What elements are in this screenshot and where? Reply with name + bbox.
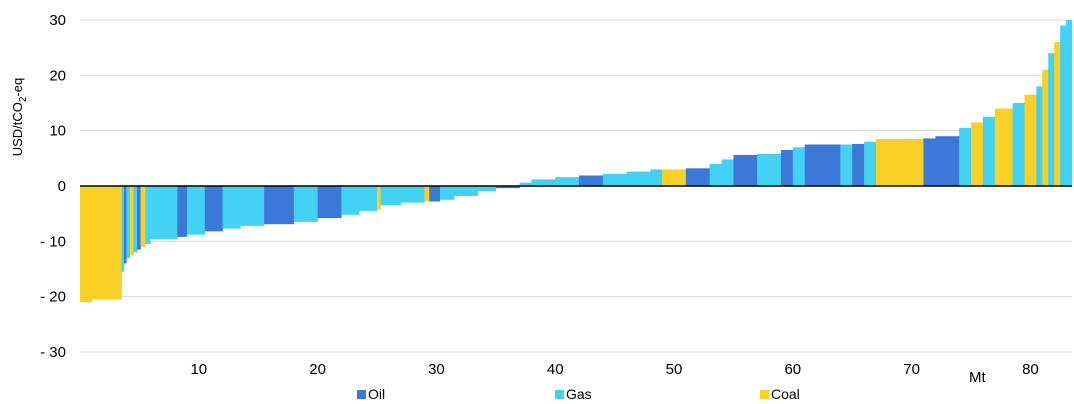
bar-gas (1060, 25, 1067, 187)
bar-gas (864, 141, 877, 186)
legend-item-coal: Coal (760, 386, 800, 402)
bar-coal (377, 186, 381, 210)
bar-gas (531, 179, 556, 186)
bar-oil (137, 186, 141, 250)
gridlines (80, 19, 1072, 353)
legend: Oil Gas Coal (0, 386, 1074, 404)
bar-oil (935, 136, 960, 186)
bar-oil (804, 144, 841, 186)
bar-gas (380, 186, 402, 206)
bar-coal (129, 186, 134, 256)
x-tick-label: 30 (428, 361, 445, 378)
bar-coal (994, 108, 1013, 186)
x-tick-label: 70 (903, 361, 920, 378)
bar-oil (264, 186, 295, 225)
bar-coal (875, 138, 924, 186)
bar-gas (626, 171, 651, 186)
bar-oil (852, 143, 865, 186)
x-tick-label: 50 (666, 361, 683, 378)
bar-gas (1012, 103, 1025, 186)
bar-gas (186, 186, 206, 235)
bar-oil (317, 186, 342, 219)
bar-gas (982, 116, 996, 186)
bar-coal (1024, 94, 1037, 186)
legend-item-oil: Oil (357, 386, 385, 402)
bar-gas (126, 186, 131, 258)
y-tick-label: 0 (58, 178, 66, 195)
bar-gas (150, 186, 178, 240)
legend-swatch (357, 389, 366, 399)
bar-oil (923, 138, 936, 186)
y-tick-label: - 10 (40, 233, 66, 250)
bar-coal (1054, 42, 1061, 187)
bar-gas (1066, 20, 1073, 186)
bar-coal (80, 186, 93, 303)
x-tick-label: 10 (190, 361, 207, 378)
bar-gas (439, 186, 455, 200)
bar-oil (578, 175, 604, 186)
bar-gas (293, 186, 318, 222)
bar-gas (133, 186, 138, 253)
bar-oil (429, 186, 441, 202)
bar-gas (145, 186, 151, 245)
legend-swatch (760, 389, 769, 399)
bar-gas (721, 159, 734, 186)
bar-coal (1042, 69, 1049, 186)
x-tick-label: 80 (1022, 361, 1039, 378)
bar-gas (359, 186, 378, 211)
y-tick-labels: 30 20 10 0 - 10 - 20 - 30 (40, 12, 66, 361)
bar-oil (123, 186, 127, 264)
legend-item-gas: Gas (555, 386, 592, 402)
bar-oil (495, 186, 520, 189)
y-tick-label: 10 (49, 123, 66, 140)
bar-gas (341, 186, 360, 215)
bar-gas (477, 186, 497, 191)
y-tick-label: - 20 (40, 289, 66, 306)
bar-gas (959, 127, 972, 186)
x-tick-label: 40 (547, 361, 564, 378)
bar-gas (757, 153, 782, 186)
bar-gas (555, 177, 580, 186)
x-tick-label: 20 (309, 361, 326, 378)
y-tick-label: 30 (49, 12, 66, 29)
bar-gas (1048, 53, 1055, 187)
x-tick-labels: 10 20 30 40 50 60 70 80 (190, 361, 1038, 378)
bar-gas (1036, 86, 1043, 186)
x-tick-label: 60 (784, 361, 801, 378)
bar-gas (240, 186, 265, 226)
y-tick-label: - 30 (40, 344, 66, 361)
bar-gas (519, 182, 532, 186)
legend-label: Gas (566, 386, 592, 402)
bar-oil (780, 150, 794, 186)
y-tick-label: 20 (49, 67, 66, 84)
legend-label: Oil (368, 386, 386, 402)
bar-coal (424, 186, 430, 202)
bar-gas (222, 186, 241, 229)
bar-coal (662, 169, 687, 186)
bar-gas (602, 173, 627, 186)
bar-gas (400, 186, 425, 203)
legend-swatch (555, 389, 564, 399)
bar-gas (121, 186, 125, 272)
bar-coal (971, 122, 984, 186)
bar-oil (177, 186, 188, 237)
bars (80, 20, 1073, 303)
y-axis-label: USD/tCO2-eq (10, 78, 29, 157)
x-axis-label: Mt (969, 369, 986, 386)
bar-coal (91, 186, 122, 300)
bar-oil (733, 155, 758, 186)
bar-oil (204, 186, 223, 232)
bar-gas (792, 147, 805, 186)
legend-label: Coal (771, 386, 800, 402)
bar-coal (140, 186, 146, 247)
bar-gas (454, 186, 479, 196)
bar-gas (650, 169, 663, 186)
bar-gas (840, 144, 853, 186)
bar-oil (685, 168, 710, 186)
bar-gas (709, 163, 722, 186)
